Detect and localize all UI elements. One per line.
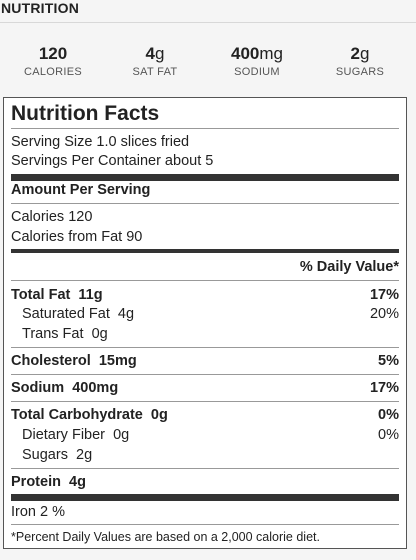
nutrient-amount: 400mg <box>72 380 119 396</box>
summary-sugars-value: 2 <box>350 44 360 63</box>
thick-divider <box>11 494 399 501</box>
thick-divider <box>11 174 399 181</box>
iron-row: Iron 2 % <box>11 504 65 520</box>
nutrient-dv: 5% <box>378 353 399 369</box>
nutrient-dv: 0% <box>378 427 399 443</box>
nutrient-label: Saturated Fat <box>22 306 110 322</box>
nutrient-label: Sugars <box>22 447 68 463</box>
summary-calories: 120 CALORIES <box>3 44 103 78</box>
nutrient-label: Dietary Fiber <box>22 427 105 443</box>
summary-calories-value: 120 <box>38 44 68 63</box>
row-divider <box>11 374 399 375</box>
summary-sodium-unit: mg <box>259 44 283 63</box>
nutrient-dv: 17% <box>369 380 399 396</box>
dv-divider <box>11 280 399 281</box>
nutrient-amount: 4g <box>69 474 86 490</box>
nutrient-row-total-fat: Total Fat 11g 17% <box>11 286 399 304</box>
footnote: *Percent Daily Values are based on a 2,0… <box>11 530 320 544</box>
nutrient-dv: 20% <box>369 306 399 322</box>
summary-sat-fat: 4g SAT FAT <box>105 44 205 78</box>
summary-sat-fat-unit: g <box>155 44 165 63</box>
nutrient-row-protein: Protein 4g <box>11 473 399 491</box>
nutrition-facts-panel: Nutrition Facts Serving Size 1.0 slices … <box>3 97 407 549</box>
title-divider <box>11 128 399 129</box>
nutrient-row-sugars: Sugars 2g <box>11 446 399 464</box>
medium-divider <box>11 249 399 253</box>
section-divider <box>0 22 416 23</box>
nutrient-row-total-carbohydrate: Total Carbohydrate 0g 0% <box>11 406 399 424</box>
summary-sat-fat-label: SAT FAT <box>132 66 178 78</box>
nutrient-row-dietary-fiber: Dietary Fiber 0g 0% <box>11 426 399 444</box>
row-divider <box>11 347 399 348</box>
calories-row: Calories 120 <box>11 209 93 225</box>
section-title: NUTRITION <box>1 0 80 16</box>
nutrient-row-trans-fat: Trans Fat 0g <box>11 325 399 343</box>
nutrient-row-cholesterol: Cholesterol 15mg 5% <box>11 352 399 370</box>
nutrient-amount: 15mg <box>98 353 137 369</box>
nutrient-label: Sodium <box>11 380 65 396</box>
nutrient-label: Trans Fat <box>22 326 84 342</box>
nutrient-label: Protein <box>11 474 61 490</box>
daily-value-header: % Daily Value* <box>299 259 399 275</box>
nutrient-dv: 17% <box>369 287 399 303</box>
nutrient-label: Total Fat <box>11 287 71 303</box>
nutrient-label: Total Carbohydrate <box>11 407 143 423</box>
summary-sodium: 400mg SODIUM <box>207 44 307 78</box>
nutrient-amount: 0g <box>91 326 108 342</box>
calories-from-fat-row: Calories from Fat 90 <box>11 229 143 245</box>
nutrient-amount: 4g <box>117 306 135 322</box>
servings-per-container: Servings Per Container about 5 <box>11 153 214 169</box>
nutrition-summary: 120 CALORIES 4g SAT FAT 400mg SODIUM 2g … <box>0 44 416 84</box>
summary-sodium-value: 400 <box>231 44 260 63</box>
serving-size: Serving Size 1.0 slices fried <box>11 134 190 150</box>
nutrient-dv: 0% <box>378 407 399 423</box>
nutrient-amount: 11g <box>78 287 103 303</box>
row-divider <box>11 401 399 402</box>
nutrient-amount: 2g <box>76 447 93 463</box>
amount-per-serving: Amount Per Serving <box>11 182 151 198</box>
nutrient-row-sodium: Sodium 400mg 17% <box>11 379 399 397</box>
row-divider <box>11 468 399 469</box>
summary-sugars-label: SUGARS <box>335 66 385 78</box>
nutrient-label: Cholesterol <box>11 353 91 369</box>
nutrient-amount: 0g <box>150 407 168 423</box>
amount-divider <box>11 203 399 204</box>
summary-calories-label: CALORIES <box>23 66 83 78</box>
summary-sugars: 2g SUGARS <box>310 44 410 78</box>
summary-sugars-unit: g <box>360 44 370 63</box>
footnote-divider <box>11 524 399 525</box>
nutrient-row-saturated-fat: Saturated Fat 4g 20% <box>11 305 399 323</box>
nutrient-amount: 0g <box>113 427 130 443</box>
summary-sat-fat-value: 4 <box>145 44 155 63</box>
nutrition-facts-title: Nutrition Facts <box>11 102 160 125</box>
summary-sodium-label: SODIUM <box>234 66 280 78</box>
